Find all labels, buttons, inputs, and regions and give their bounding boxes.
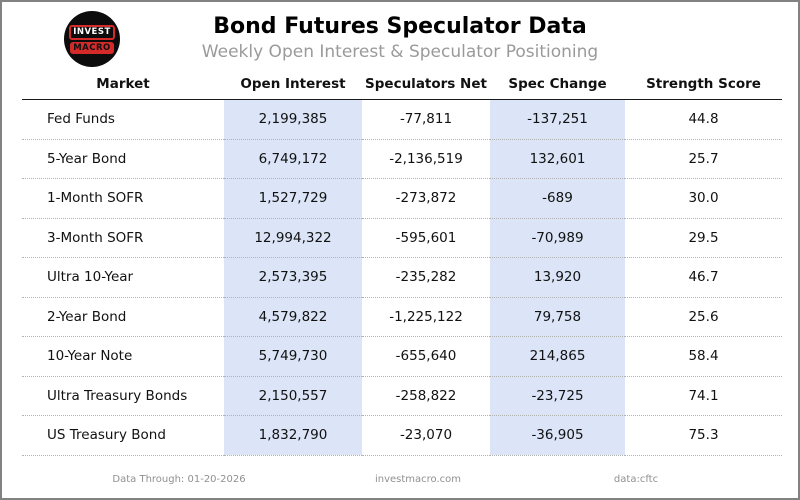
speculator-data-table: Market Open Interest Speculators Net Spe… <box>22 69 782 456</box>
cell-strength-score: 74.1 <box>625 376 782 416</box>
cell-open-interest: 6,749,172 <box>224 139 362 179</box>
cell-spec-change: 79,758 <box>490 297 625 337</box>
table-row: 10-Year Note 5,749,730 -655,640 214,865 58.4 <box>22 336 782 377</box>
cell-strength-score: 25.6 <box>625 297 782 337</box>
cell-strength-score: 29.5 <box>625 218 782 258</box>
cell-strength-score: 44.8 <box>625 99 782 140</box>
footer-data-through: Data Through: 01-20-2026 <box>112 474 246 485</box>
table-row: Fed Funds 2,199,385 -77,811 -137,251 44.8 <box>22 99 782 140</box>
page-title: Bond Futures Speculator Data <box>213 14 587 39</box>
table-body: Fed Funds 2,199,385 -77,811 -137,251 44.8 5-Y… <box>22 99 782 456</box>
column-header-strength-score: Strength Score <box>625 69 782 100</box>
cell-market: Ultra Treasury Bonds <box>22 376 224 416</box>
table-row: Ultra 10-Year 2,573,395 -235,282 13,920 46.7 <box>22 257 782 298</box>
cell-strength-score: 46.7 <box>625 257 782 298</box>
cell-market: 5-Year Bond <box>22 139 224 179</box>
cell-strength-score: 25.7 <box>625 139 782 179</box>
column-header-open-interest: Open Interest <box>224 69 362 100</box>
page-subtitle: Weekly Open Interest & Speculator Positi… <box>201 42 599 62</box>
logo-macro-text: MACRO <box>70 41 114 54</box>
column-header-spec-change: Spec Change <box>490 69 625 100</box>
cell-market: US Treasury Bond <box>22 415 224 456</box>
cell-open-interest: 2,199,385 <box>224 99 362 140</box>
cell-open-interest: 2,150,557 <box>224 376 362 416</box>
cell-market: 10-Year Note <box>22 336 224 377</box>
cell-strength-score: 75.3 <box>625 415 782 456</box>
cell-open-interest: 4,579,822 <box>224 297 362 337</box>
cell-open-interest: 1,527,729 <box>224 178 362 219</box>
cell-speculators-net: -595,601 <box>362 218 490 258</box>
cell-open-interest: 12,994,322 <box>224 218 362 258</box>
cell-spec-change: -70,989 <box>490 218 625 258</box>
table-row: 2-Year Bond 4,579,822 -1,225,122 79,758 25.6 <box>22 297 782 337</box>
cell-spec-change: -689 <box>490 178 625 219</box>
cell-speculators-net: -655,640 <box>362 336 490 377</box>
cell-spec-change: -36,905 <box>490 415 625 456</box>
cell-spec-change: 132,601 <box>490 139 625 179</box>
cell-speculators-net: -77,811 <box>362 99 490 140</box>
column-header-market: Market <box>22 69 224 100</box>
cell-spec-change: 13,920 <box>490 257 625 298</box>
table-row: Ultra Treasury Bonds 2,150,557 -258,822 -23… <box>22 376 782 416</box>
table-row: US Treasury Bond 1,832,790 -23,070 -36,905 7… <box>22 415 782 456</box>
table-header-row: Market Open Interest Speculators Net Spe… <box>22 69 782 100</box>
logo-invest-text: INVEST <box>69 24 115 40</box>
cell-speculators-net: -235,282 <box>362 257 490 298</box>
cell-strength-score: 30.0 <box>625 178 782 219</box>
cell-market: 1-Month SOFR <box>22 178 224 219</box>
column-header-speculators-net: Speculators Net <box>362 69 490 100</box>
cell-speculators-net: -258,822 <box>362 376 490 416</box>
cell-market: 2-Year Bond <box>22 297 224 337</box>
cell-spec-change: 214,865 <box>490 336 625 377</box>
footer-website: investmacro.com <box>374 474 462 485</box>
cell-market: 3-Month SOFR <box>22 218 224 258</box>
table-row: 3-Month SOFR 12,994,322 -595,601 -70,989 29.… <box>22 218 782 258</box>
cell-speculators-net: -273,872 <box>362 178 490 219</box>
cell-open-interest: 2,573,395 <box>224 257 362 298</box>
cell-strength-score: 58.4 <box>625 336 782 377</box>
table-row: 5-Year Bond 6,749,172 -2,136,519 132,601 25.… <box>22 139 782 179</box>
header: Bond Futures Speculator Data Weekly Open… <box>2 2 798 63</box>
table-row: 1-Month SOFR 1,527,729 -273,872 -689 30.0 <box>22 178 782 219</box>
investmacro-logo: INVEST MACRO <box>64 11 120 67</box>
cell-speculators-net: -23,070 <box>362 415 490 456</box>
cell-spec-change: -23,725 <box>490 376 625 416</box>
cell-open-interest: 5,749,730 <box>224 336 362 377</box>
cell-open-interest: 1,832,790 <box>224 415 362 456</box>
cell-spec-change: -137,251 <box>490 99 625 140</box>
cell-speculators-net: -1,225,122 <box>362 297 490 337</box>
cell-market: Fed Funds <box>22 99 224 140</box>
cell-speculators-net: -2,136,519 <box>362 139 490 179</box>
cell-market: Ultra 10-Year <box>22 257 224 298</box>
footer-source: data:cftc <box>613 474 659 485</box>
